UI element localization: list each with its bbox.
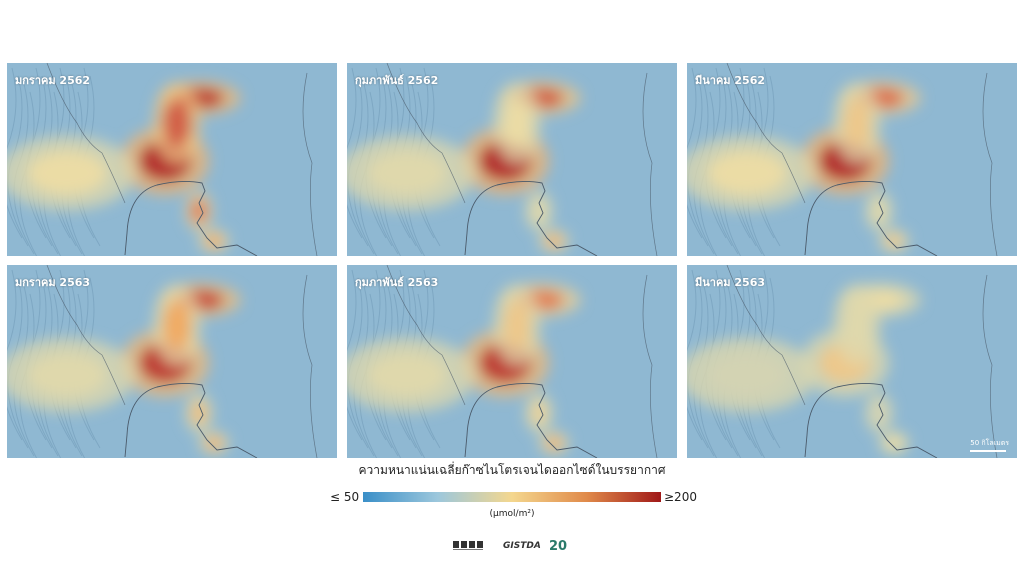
hotspot [843,301,871,349]
map-panel-2: กุมภาพันธ์ 2562 [347,63,677,256]
panel-label: มกราคม 2562 [15,74,91,87]
coastline [804,180,938,256]
no2-map [347,265,677,458]
hotspot [545,436,563,450]
country-border [726,265,998,458]
hotspot [191,199,207,223]
hotspot [885,234,903,248]
hotspot [503,99,531,147]
hotspot [885,436,903,450]
hotspot [531,401,547,425]
map-panel-5: กุมภาพันธ์ 2563 [347,265,677,458]
country-border [46,265,318,458]
panel-label: มีนาคม 2563 [695,276,766,289]
country-border [386,265,658,458]
hotspot [843,99,871,147]
hotspot [27,151,107,195]
hotspot [367,151,447,195]
country-border [46,63,318,256]
legend-min-label: ≤ 50 [330,490,360,504]
hotspot [871,199,887,223]
no2-map [687,265,1017,458]
logo-strip: GISTDA 20 [453,537,573,557]
map-panel-3: มีนาคม 2562 [687,63,1017,256]
hotspot [871,401,887,425]
legend-max-label: ≥200 [664,490,697,504]
no2-map [687,63,1017,256]
map-panel-1: มกราคม 2562 [7,63,337,256]
hotspot [707,353,787,397]
hotspot [205,436,223,450]
hotspot [531,199,547,223]
hotspot [27,353,107,397]
scale-label: 50 กิโลเมตร [970,439,1009,447]
hotspot [205,234,223,248]
no2-map [347,63,677,256]
panel-label: มีนาคม 2562 [695,74,766,87]
country-border [726,63,998,256]
panel-label: กุมภาพันธ์ 2562 [355,74,439,87]
coastline [464,180,598,256]
coastline [464,382,598,458]
hotspot [163,99,191,147]
coastline [804,382,938,458]
hotspot [503,301,531,349]
hotspot [367,353,447,397]
hotspot [191,401,207,425]
no2-map [7,265,337,458]
hotspot [707,151,787,195]
gistda-logo: GISTDA [503,541,541,551]
scale-bar: 50 กิโลเมตร [970,438,1009,452]
scale-line [970,450,1007,452]
legend-unit: (µmol/m²) [489,509,535,519]
legend-color-bar [363,492,661,502]
no2-hotspots [347,283,581,455]
country-border [386,63,658,256]
hotspot [545,234,563,248]
panel-label: มกราคม 2563 [15,276,91,289]
anniversary-20-logo: 20 [549,539,568,554]
legend-title: ความหนาแน่นเฉลี่ยก๊าซไนโตรเจนไดออกไซด์ใน… [358,463,666,477]
map-panel-6: มีนาคม 2563 50 กิโลเมตร [687,265,1017,458]
hotspot [163,301,191,349]
map-panel-4: มกราคม 2563 [7,265,337,458]
no2-hotspots [7,81,241,253]
ministry-logo [453,541,483,550]
panel-label: กุมภาพันธ์ 2563 [355,276,439,289]
coastline [124,382,258,458]
coastline [124,180,258,256]
no2-map [7,63,337,256]
